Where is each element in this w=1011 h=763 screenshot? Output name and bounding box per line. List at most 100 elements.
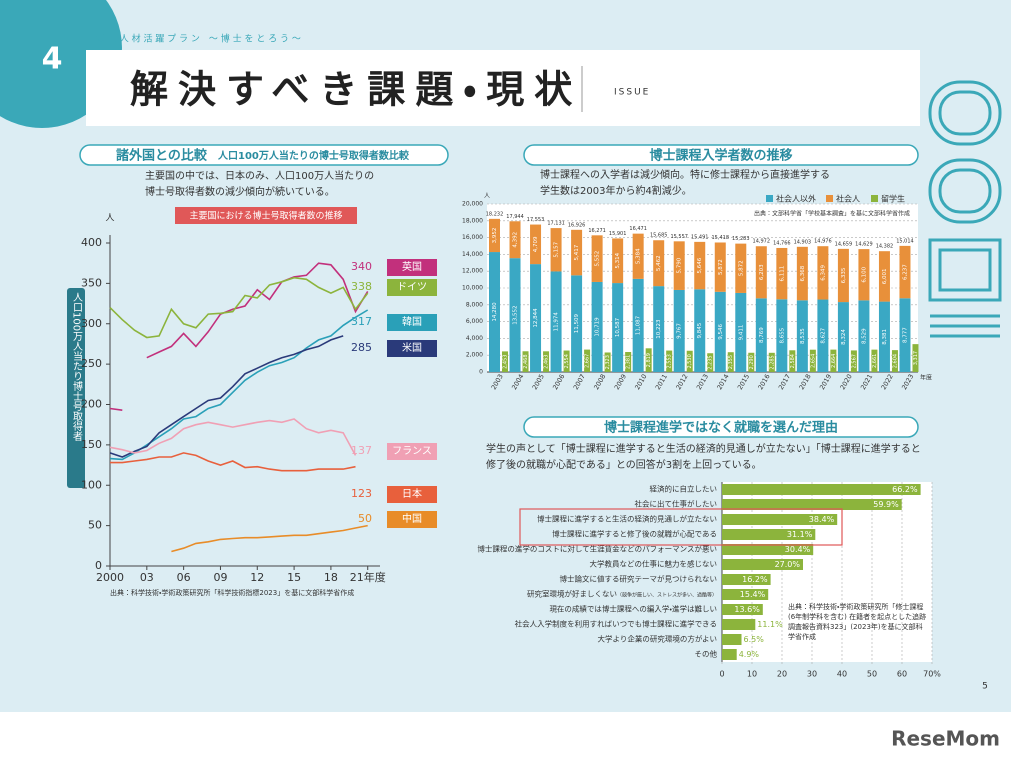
- category-label: 社会人入学制度を利用すればいつでも博士課程に進学できる: [515, 619, 717, 629]
- bar-segment: [899, 298, 911, 372]
- footer-band: [0, 712, 1011, 763]
- bar-value-label: 2,604: [892, 354, 898, 368]
- bar-value-label: 15.4%: [740, 590, 766, 599]
- decorative-lettering: [928, 80, 1002, 338]
- y-tick-label: 350: [81, 276, 102, 289]
- bar-segment: [735, 292, 747, 372]
- total-label: 14,903: [794, 239, 812, 245]
- end-value-label: 50: [358, 512, 372, 525]
- bar-value-label: 8,324: [841, 329, 847, 345]
- bar-segment: [612, 283, 624, 372]
- legend-label: 社会人: [836, 194, 860, 204]
- bar: [912, 344, 919, 372]
- total-label: 18,232: [486, 211, 504, 217]
- x-tick-label: 09: [213, 571, 227, 584]
- bar-value-label: 12,844: [533, 308, 539, 328]
- bar-value-label: 16.2%: [742, 575, 768, 584]
- logo: ReseMom: [891, 727, 1000, 751]
- bar-value-label: 30.4%: [785, 545, 811, 554]
- bar-value-label: 8,535: [800, 328, 806, 344]
- bar-value-label: 66.2%: [892, 485, 918, 494]
- total-label: 14,766: [773, 240, 791, 246]
- bar-segment: [550, 271, 562, 372]
- bar-value-label: 2,554: [564, 354, 570, 368]
- bar-segment: [858, 300, 870, 372]
- y-tick-label: 10,000: [462, 285, 483, 292]
- total-label: 15,557: [670, 234, 688, 240]
- bar: [891, 350, 898, 372]
- y-tick-label: 150: [81, 438, 102, 451]
- category-label: 博士課程に進学すると生活の経済的見通しが立たない: [537, 514, 717, 524]
- bar-value-label: 4.9%: [739, 650, 760, 659]
- bar-value-label: 2,355: [728, 355, 734, 369]
- bar-value-label: 8,381: [882, 329, 888, 345]
- category-text: 大学教員などの仕事に魅力を感じない: [590, 559, 718, 569]
- bar-value-label: 3,952: [492, 228, 498, 244]
- bar-segment: [694, 289, 706, 372]
- category-text: 研究室環境が好ましくない: [527, 589, 617, 599]
- y-tick-label: 300: [81, 317, 102, 330]
- x-tick-label: 18: [324, 571, 338, 584]
- y-tick-label: 0: [479, 369, 483, 376]
- bar-value-label: 9,845: [697, 322, 703, 338]
- bar: [722, 514, 838, 525]
- header-series: 博 士 人 材 活 躍 プ ラ ン 〜 博 士 を と ろ う 〜: [96, 33, 301, 45]
- bar-value-label: 38.4%: [809, 515, 835, 524]
- bar-value-label: 9,411: [738, 325, 744, 341]
- legend-box: [387, 259, 437, 276]
- legend-label: ドイツ: [397, 282, 427, 293]
- bar-value-label: 2,530: [687, 354, 693, 368]
- data-line: [171, 524, 368, 553]
- bar-value-label: 2,553: [667, 354, 673, 368]
- bar: [722, 484, 921, 495]
- bar-segment: [837, 248, 849, 303]
- bar-segment: [571, 229, 583, 276]
- legend-box: [387, 443, 437, 460]
- bar-value-label: 6,349: [820, 264, 826, 280]
- total-label: 14,976: [814, 239, 832, 245]
- x-tick-label: 0: [719, 670, 724, 679]
- chart-title: 主要国における博士号取得者数の推移: [189, 210, 342, 222]
- category-label: 経済的に自立したい: [650, 484, 718, 494]
- section-heading-box: [523, 416, 919, 438]
- bar-value-label: 6,100: [861, 266, 867, 282]
- x-tick-label: 40: [837, 670, 847, 679]
- bar-value-label: 4,392: [513, 232, 519, 248]
- bar-segment: [817, 299, 829, 372]
- category-text: 現在の成績では博士課程への編入学・進学は難しい: [549, 604, 717, 614]
- bar-segment: [714, 291, 726, 372]
- bar: [722, 589, 769, 600]
- x-unit: 年度: [920, 374, 932, 382]
- y-tick-label: 4,000: [466, 335, 483, 342]
- bar: [850, 350, 857, 372]
- bar-segment: [632, 278, 644, 372]
- bar-segment: [796, 246, 808, 301]
- chart-title-box: [175, 207, 357, 224]
- bar-value-label: 2,584: [790, 354, 796, 368]
- highlight-box: [519, 508, 843, 546]
- page-number: 5: [982, 682, 988, 692]
- bar-value-label: 9,546: [718, 324, 724, 340]
- description: 学生数は2003年から約4割減少。: [540, 184, 692, 197]
- data-line: [109, 309, 369, 461]
- total-label: 14,629: [855, 242, 873, 248]
- bar-value-label: 11,509: [574, 314, 580, 334]
- bar: [789, 350, 796, 372]
- bar-value-label: 2,664: [831, 354, 837, 368]
- y-tick-label: 50: [88, 519, 102, 532]
- title-band: [86, 50, 920, 126]
- legend-box: [387, 486, 437, 503]
- category-label: 研究室環境が好ましくない（競争が厳しい、ストレスが多い、過酷等）: [527, 589, 717, 599]
- bar: [748, 352, 755, 372]
- total-label: 14,382: [876, 244, 894, 250]
- source: 出典：文部科学省「学校基本調査」を基に文部科学省作成: [754, 210, 910, 218]
- bar: [584, 349, 591, 372]
- bar-value-label: 27.0%: [775, 560, 801, 569]
- end-value-label: 338: [351, 280, 372, 293]
- bar: [871, 349, 878, 372]
- x-tick-label: 60: [897, 670, 907, 679]
- section-number: 4: [42, 42, 63, 77]
- data-line: [109, 262, 369, 411]
